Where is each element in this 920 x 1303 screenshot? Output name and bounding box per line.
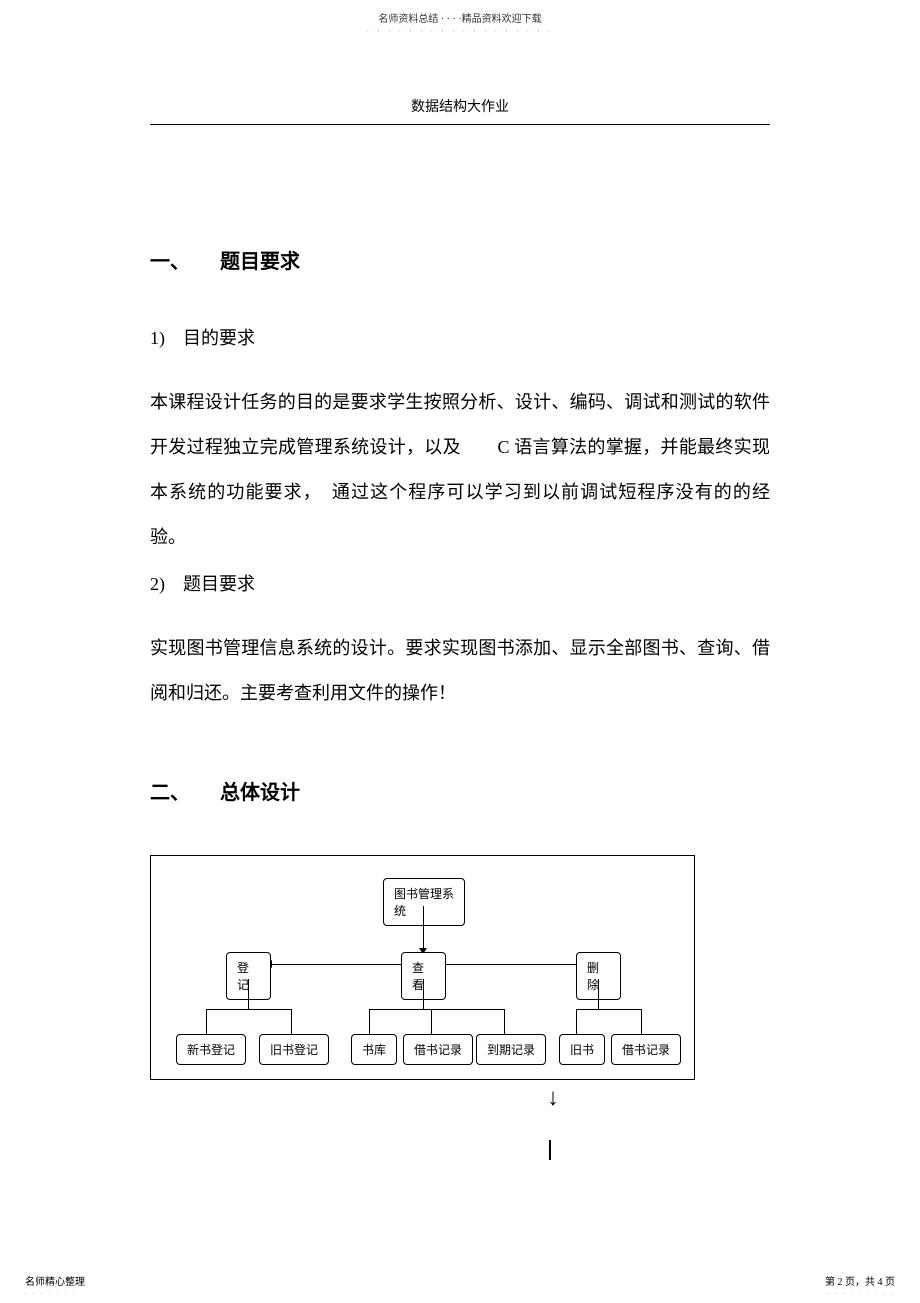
- footer-right-text: 第 2 页，共 4 页: [825, 1273, 895, 1288]
- node-root: 图书管理系统: [383, 878, 465, 926]
- connector: [598, 979, 599, 1009]
- node-borrow-record: 借书记录: [403, 1034, 473, 1065]
- section1-para2: 实现图书管理信息系统的设计。要求实现图书添加、显示全部图书、查询、借阅和归还。主…: [150, 626, 770, 716]
- connector: [206, 1009, 207, 1034]
- vertical-bar-icon: [549, 1140, 551, 1160]
- node-borrow-record2: 借书记录: [611, 1034, 681, 1065]
- node-due-record: 到期记录: [476, 1034, 546, 1065]
- connector: [423, 979, 424, 1009]
- connector: [291, 1009, 292, 1034]
- footer-left-dots: · · · · · · ·: [25, 1290, 78, 1298]
- header-top-text: 名师资料总结 · · · ·精品资料欢迎下载: [0, 0, 920, 25]
- connector: [431, 1009, 432, 1034]
- main-content: 一、 题目要求 1) 目的要求 本课程设计任务的目的是要求学生按照分析、设计、编…: [150, 125, 770, 1080]
- section2-heading: 二、 总体设计: [150, 776, 770, 805]
- section1-item1-label: 1) 目的要求: [150, 324, 770, 350]
- section1-heading: 一、 题目要求: [150, 245, 770, 274]
- connector: [369, 1009, 370, 1034]
- connector: [206, 1009, 291, 1010]
- connector: [641, 1009, 642, 1034]
- connector: [248, 979, 249, 1009]
- down-arrow-icon: ↓: [547, 1085, 559, 1112]
- section1-item2-label: 2) 题目要求: [150, 570, 770, 596]
- document-title: 数据结构大作业: [150, 96, 770, 125]
- connector: [504, 1009, 505, 1034]
- section2: 二、 总体设计 图书管理系统 登记 查看 删除: [150, 776, 770, 1080]
- node-library: 书库: [351, 1034, 397, 1065]
- node-old-book: 旧书: [559, 1034, 605, 1065]
- header-dots: · · · · · · · · · · · · · · · · · ·: [0, 27, 920, 36]
- flowchart-diagram: 图书管理系统 登记 查看 删除: [150, 855, 695, 1080]
- section1-para1: 本课程设计任务的目的是要求学生按照分析、设计、编码、调试和测试的软件开发过程独立…: [150, 380, 770, 560]
- node-new-book-register: 新书登记: [176, 1034, 246, 1065]
- node-old-book-register: 旧书登记: [259, 1034, 329, 1065]
- connector: [576, 1009, 577, 1034]
- footer-left-text: 名师精心整理: [25, 1273, 85, 1288]
- connector: [576, 1009, 641, 1010]
- connector: [369, 1009, 504, 1010]
- footer-right-dots: · · · · · · · · ·: [826, 1290, 895, 1298]
